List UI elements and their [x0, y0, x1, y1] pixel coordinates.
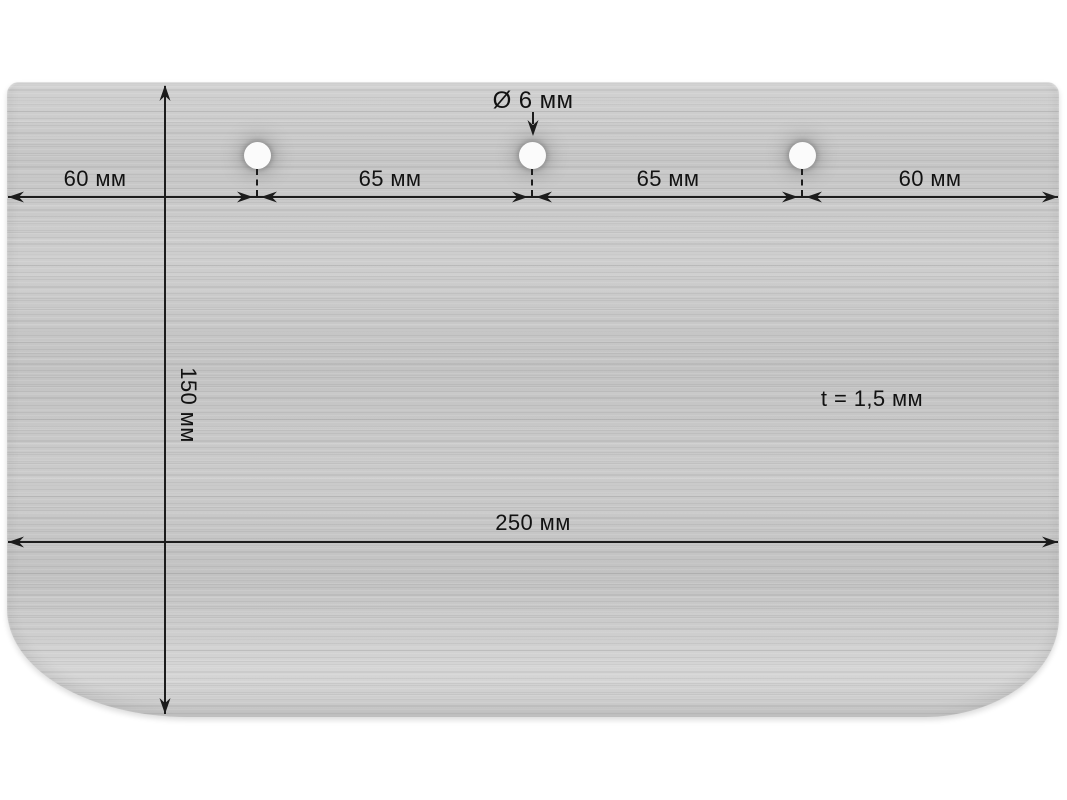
dim-label-60-right: 60 мм — [898, 166, 962, 191]
arrowhead-right-icon — [237, 191, 253, 203]
thickness-label: t = 1,5 мм — [820, 386, 924, 411]
arrowhead-left-icon — [806, 191, 822, 203]
hole-center-centerline — [531, 169, 533, 196]
dim-label-60-left: 60 мм — [63, 166, 127, 191]
hole-diameter-label: Ø 6 мм — [492, 87, 574, 114]
dim-label-65-right: 65 мм — [636, 166, 700, 191]
arrowhead-right-icon — [1042, 191, 1058, 203]
hole-left — [244, 142, 271, 169]
arrowhead-down-icon — [527, 120, 539, 136]
arrowhead-right-icon — [512, 191, 528, 203]
arrowhead-right-icon — [1042, 536, 1058, 548]
hole-right — [789, 142, 816, 169]
hole-diameter-leader-line — [532, 112, 534, 124]
dim-label-width: 250 мм — [495, 510, 571, 535]
arrowhead-left-icon — [536, 191, 552, 203]
arrowhead-up-icon — [159, 85, 171, 101]
hole-center — [519, 142, 546, 169]
arrowhead-left-icon — [8, 191, 24, 203]
dimension-line-top — [8, 196, 1058, 198]
dimension-line-height — [164, 86, 166, 714]
dimension-line-width — [8, 541, 1058, 543]
arrowhead-down-icon — [159, 698, 171, 714]
dim-label-65-left: 65 мм — [358, 166, 422, 191]
hole-right-centerline — [801, 169, 803, 196]
metal-plate — [7, 82, 1059, 717]
dim-label-height: 150 мм — [176, 367, 201, 443]
arrowhead-right-icon — [782, 191, 798, 203]
arrowhead-left-icon — [8, 536, 24, 548]
hole-left-centerline — [256, 169, 258, 196]
arrowhead-left-icon — [261, 191, 277, 203]
